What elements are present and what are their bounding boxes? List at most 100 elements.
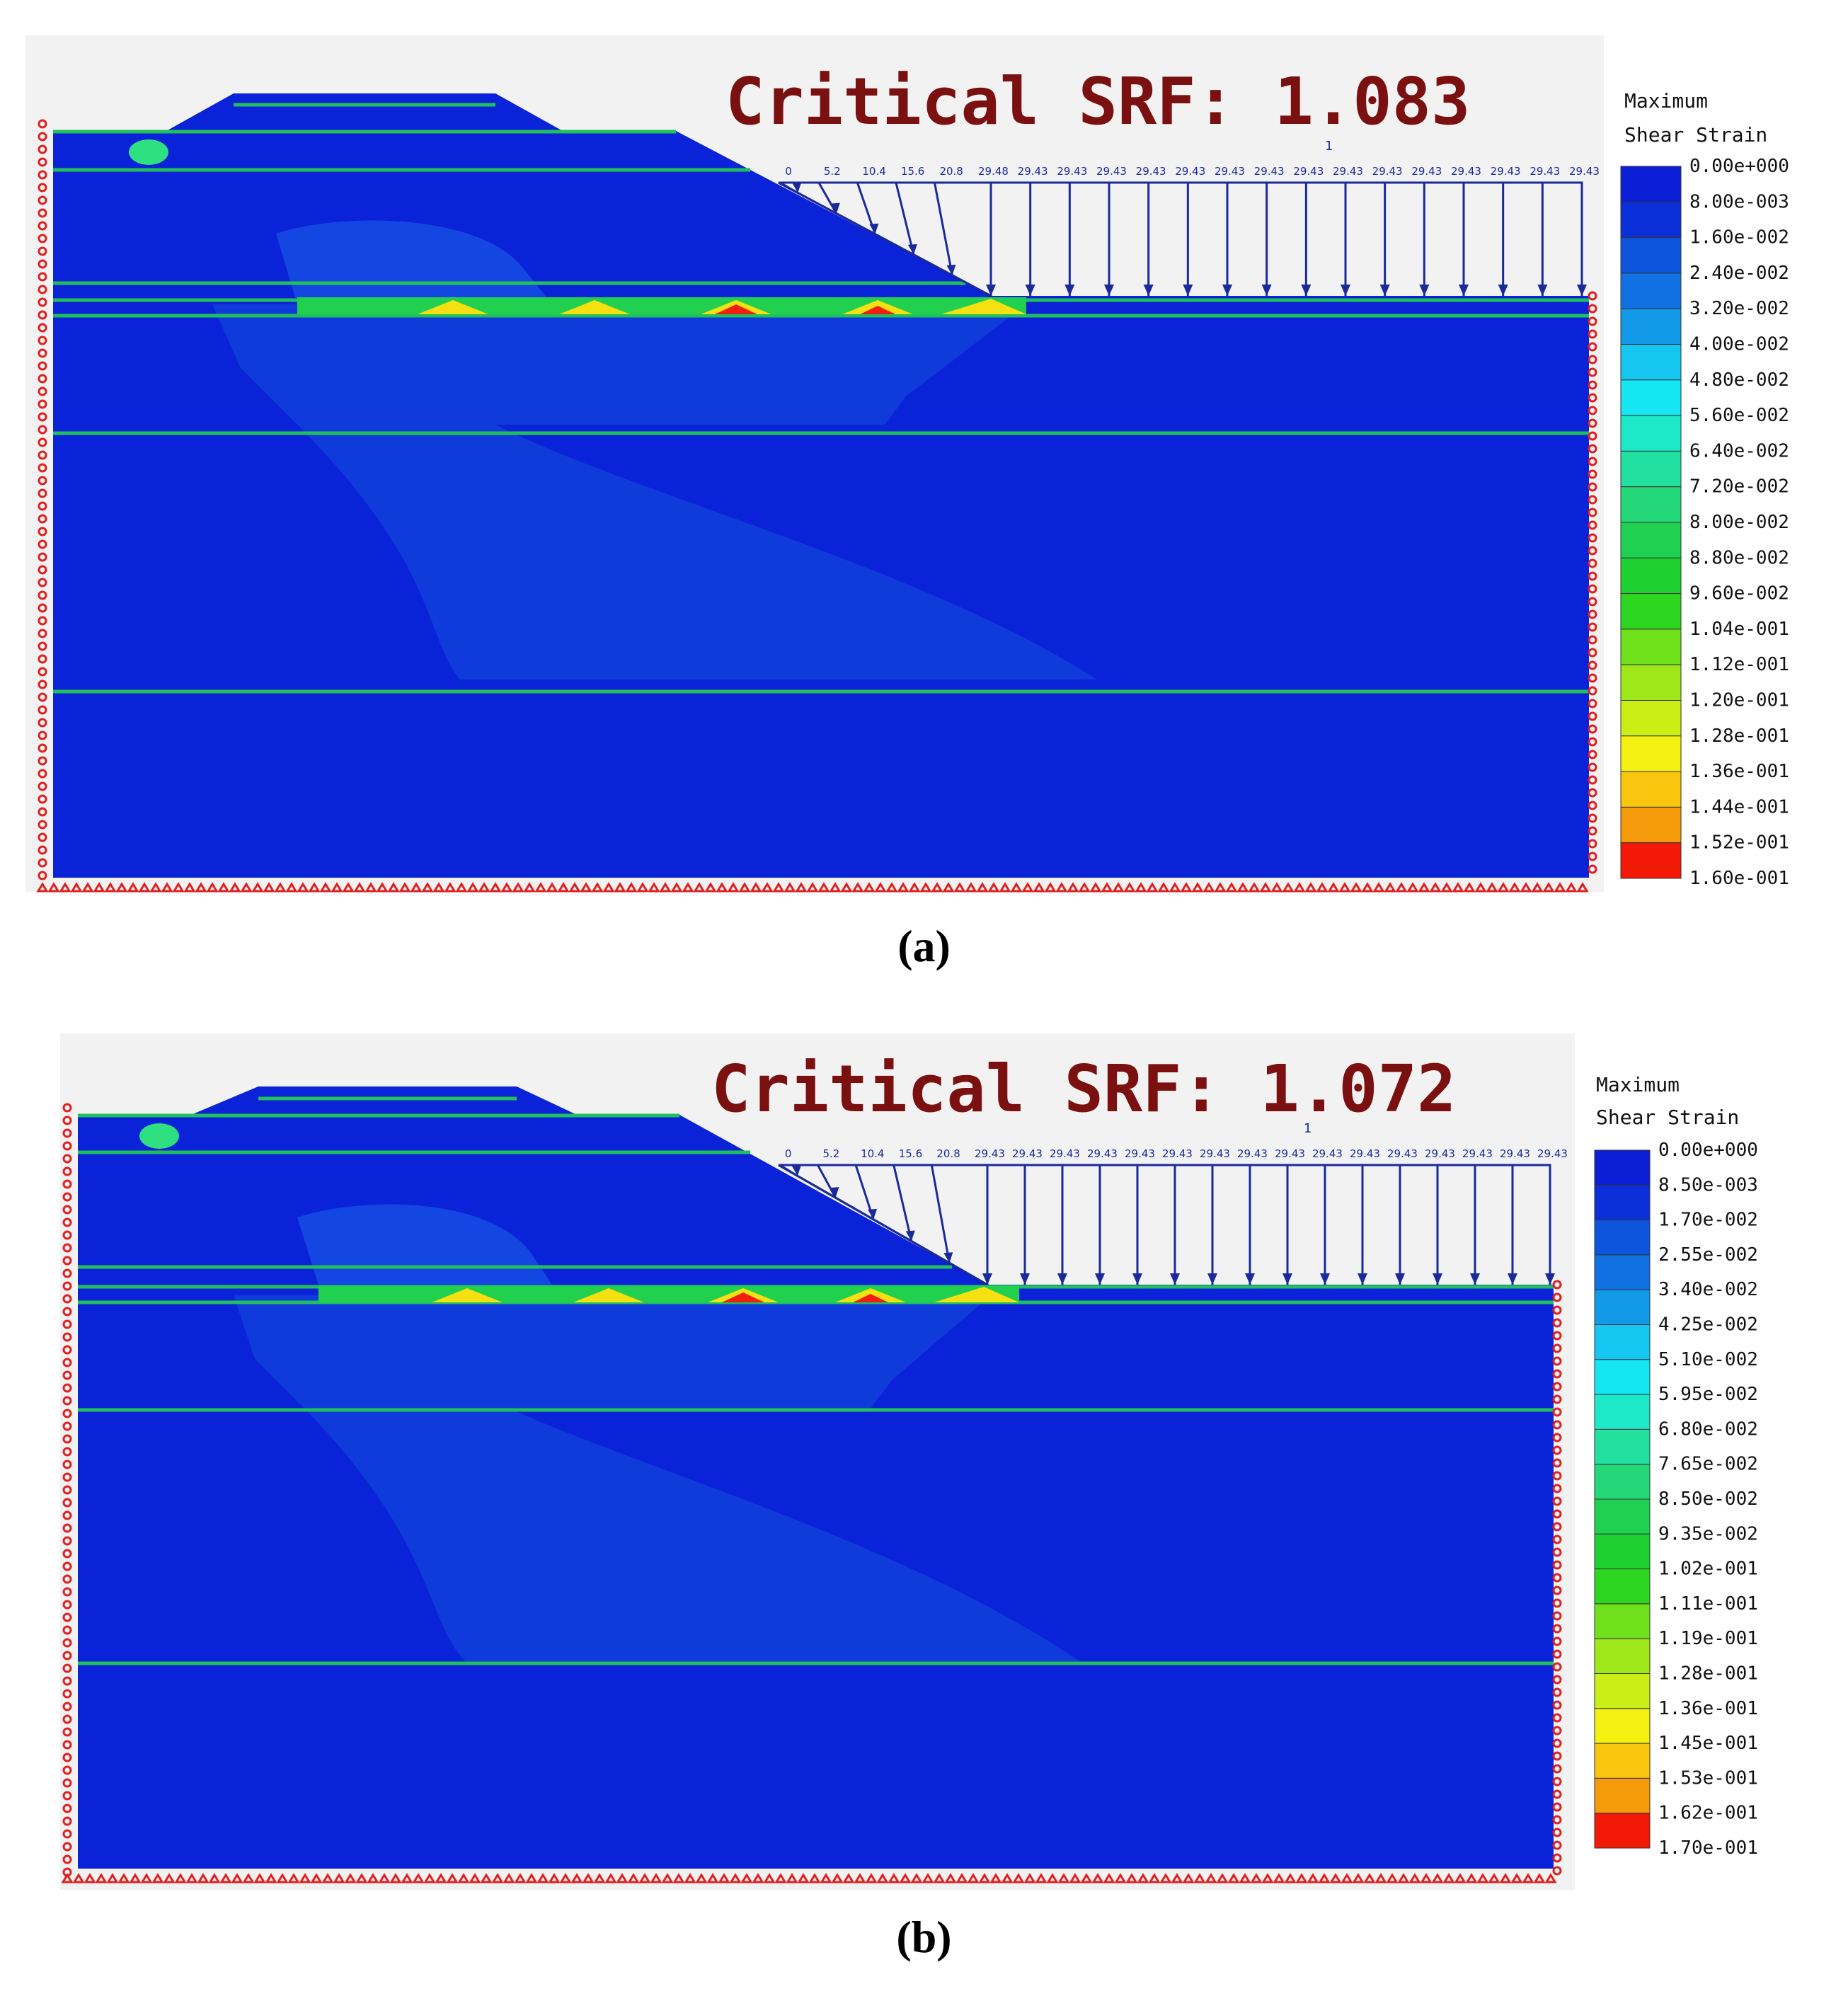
boundary-roller [1588, 546, 1597, 556]
caption-a: (a) [897, 921, 951, 971]
boundary-pin [842, 1873, 855, 1883]
boundary-roller [1552, 1356, 1562, 1366]
boundary-roller [1552, 1815, 1562, 1825]
boundary-roller [62, 1816, 72, 1826]
boundary-pin [1406, 882, 1419, 893]
boundary-roller [1552, 1764, 1562, 1774]
boundary-roller [62, 1663, 72, 1673]
boundary-pin [398, 882, 411, 893]
load-arrow-head [1358, 1273, 1367, 1285]
load-label: 29.43 [1411, 165, 1442, 178]
boundary-roller [1588, 431, 1597, 441]
legend-scale: 0.00e+000 8.00e-003 1.60e-002 2.40e-002 3.20… [1620, 156, 1789, 889]
legend-value: 1.70e-001 [1658, 1837, 1758, 1859]
boundary-pin [999, 882, 1011, 893]
legend-value: 1.12e-001 [1689, 654, 1789, 675]
boundary-roller [38, 259, 47, 269]
strain-zone-upper [297, 1204, 552, 1285]
boundary-pin [1067, 882, 1079, 893]
boundary-roller [38, 781, 47, 791]
boundary-roller [62, 1319, 72, 1329]
boundary-pin [512, 882, 524, 893]
boundary-roller [1552, 1598, 1562, 1608]
load-label: 15.6 [899, 1147, 922, 1160]
caption-b: (b) [896, 1912, 952, 1962]
load-arrow-head [1419, 285, 1430, 296]
boundary-roller [1588, 801, 1597, 810]
water-table-marker: 1 [1325, 139, 1333, 154]
boundary-roller [38, 845, 47, 855]
boundary-roller [38, 832, 47, 842]
load-arrow-head [868, 1208, 878, 1220]
legend-swatch [1594, 1708, 1651, 1744]
boundary-roller [38, 858, 47, 868]
load-arrow-head [1057, 1273, 1067, 1285]
boundary-roller [1588, 495, 1597, 505]
boundary-pin [627, 1873, 640, 1883]
legend-swatch [1594, 1394, 1651, 1430]
boundary-roller [62, 1370, 72, 1380]
boundary-roller [38, 348, 47, 358]
boundary-pin [682, 882, 694, 893]
legend-title-line2: Shear Strain [1624, 123, 1767, 147]
legend-swatch [1620, 806, 1682, 844]
boundary-pin [240, 882, 253, 893]
boundary-pin [684, 1873, 696, 1883]
boundary-pin [851, 882, 864, 893]
boundary-pin [1091, 1873, 1104, 1883]
boundary-pin [922, 1873, 934, 1883]
boundary-roller [1588, 686, 1597, 696]
boundary-pin [1352, 1873, 1365, 1883]
boundary-pin [546, 882, 558, 893]
boundary-pin [1408, 1873, 1421, 1883]
load-label: 20.8 [939, 165, 963, 178]
load-arrow-head [1222, 285, 1232, 296]
boundary-pin [863, 882, 876, 893]
legend-value: 8.00e-002 [1689, 512, 1789, 533]
boundary-pin [342, 882, 355, 893]
boundary-pin [206, 882, 219, 893]
boundary-pin [84, 1873, 96, 1883]
boundary-roller [1588, 520, 1597, 530]
boundary-pin [729, 1873, 742, 1883]
boundary-pin [387, 882, 400, 893]
load-label: 29.43 [1312, 1147, 1343, 1160]
boundary-pin [376, 882, 389, 893]
load-arrow-head [1395, 1273, 1405, 1285]
boundary-pin [1114, 1873, 1127, 1883]
boundary-roller [1588, 699, 1597, 709]
boundary-roller [1588, 533, 1597, 543]
legend-swatch [1594, 1638, 1651, 1675]
boundary-roller [62, 1383, 72, 1393]
panel-a: 0 5.2 10.4 15.6 20.8 29.48 29.43 29.43 29.43 29.4… [0, 0, 1848, 991]
boundary-pin [466, 882, 479, 893]
boundary-pin [1431, 1873, 1444, 1883]
boundary-roller [1588, 648, 1597, 658]
boundary-roller [62, 1612, 72, 1622]
legend-swatch [1594, 1149, 1651, 1186]
boundary-roller [38, 132, 47, 142]
boundary-pin [149, 882, 162, 893]
boundary-roller [38, 208, 47, 218]
boundary-pin [469, 1873, 481, 1883]
legend-value: 1.44e-001 [1689, 796, 1789, 818]
legend-swatch [1620, 344, 1682, 381]
boundary-roller [62, 1421, 72, 1431]
boundary-pin [1057, 1873, 1070, 1883]
load-label: 29.43 [975, 1147, 1005, 1160]
boundary-roller [62, 1638, 72, 1648]
boundary-pin [104, 882, 117, 893]
boundary-pin [81, 882, 94, 893]
load-label: 29.43 [1125, 1147, 1155, 1160]
load-arrow-head [1064, 285, 1075, 296]
legend-value: 1.28e-001 [1658, 1663, 1758, 1685]
boundary-pin [1191, 882, 1204, 893]
boundary-roller [38, 807, 47, 817]
load-label: 29.43 [1162, 1147, 1193, 1160]
boundary-pin [1089, 882, 1102, 893]
boundary-roller [1588, 750, 1597, 759]
boundary-pin [955, 1873, 968, 1883]
boundary-pin [817, 882, 830, 893]
boundary-roller [1588, 329, 1597, 339]
load-arrow-head [1207, 1273, 1217, 1285]
